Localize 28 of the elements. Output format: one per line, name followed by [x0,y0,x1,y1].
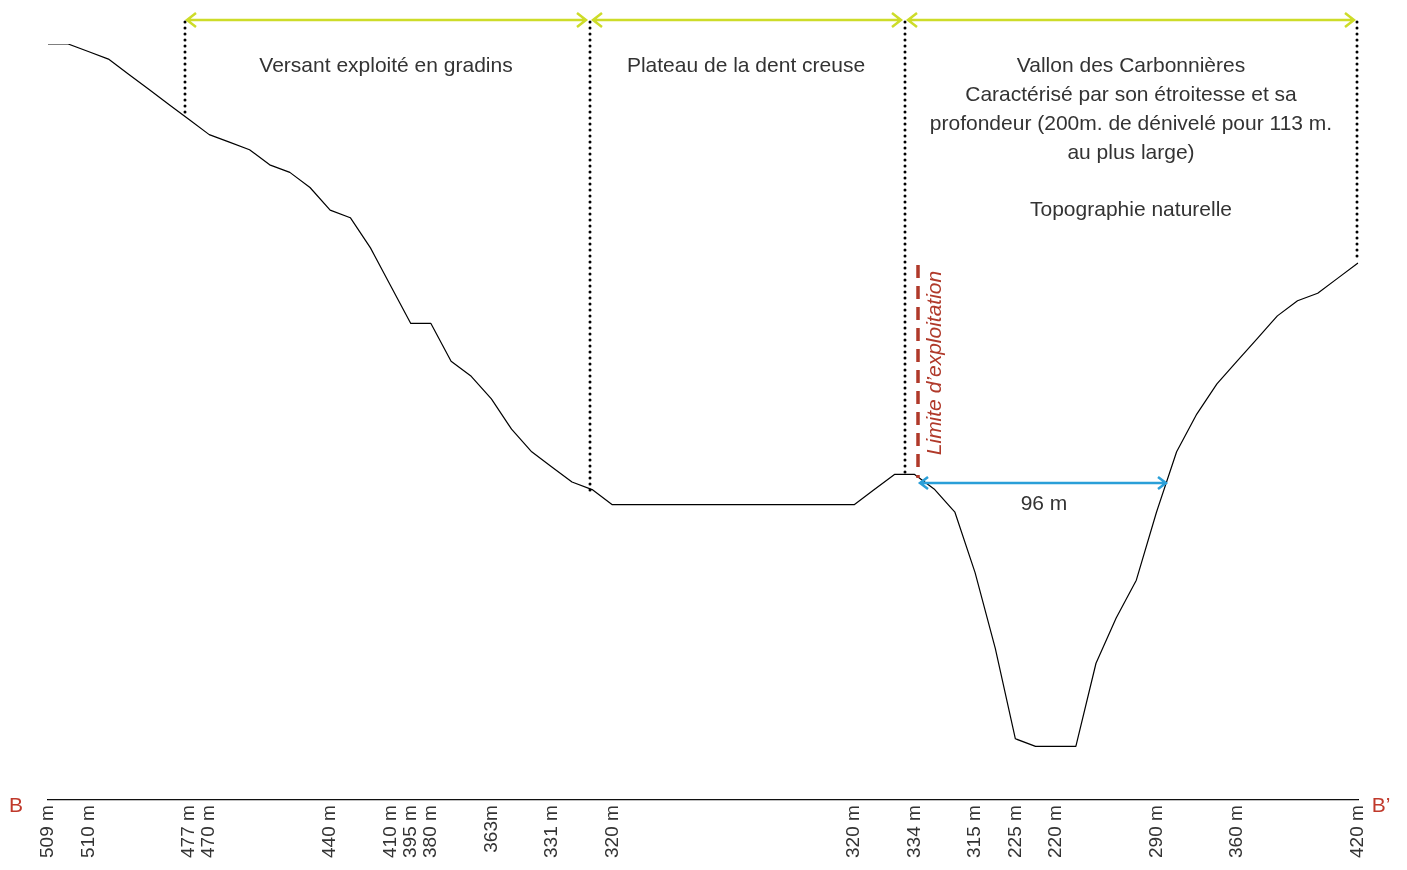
x-tick-label: 315 m [963,805,985,859]
annotation: Topographie naturelle [1030,196,1232,220]
x-tick-label: 440 m [318,805,340,859]
annotation: Vallon des Carbonnières [1016,52,1246,76]
x-tick-label: 334 m [902,805,924,859]
x-tick-label: 220 m [1043,805,1065,859]
x-tick-label: 380 m [419,805,441,859]
x-tick-label: 331 m [540,805,562,859]
x-tick-label: 360 m [1225,805,1247,859]
annotation: 96 m [1020,490,1068,514]
x-tick-label: 470 m [197,805,219,859]
x-tick-label: 320 m [842,805,864,859]
x-tick-label: 509 m [36,805,58,859]
x-tick-label: 477 m [177,805,199,859]
text: B [8,792,24,816]
annotation: Plateau de la dent creuse [626,52,866,76]
annotation: Caractérisé par son étroitesse et sa profondeur (200m. de dénivelé pour 113 m. au plus large) [929,81,1333,163]
x-tick-label: 225 m [1003,805,1025,859]
annotation: Limite d’exploitation [921,270,945,456]
x-tick-label: 395 m [399,805,420,859]
annotation: Versant exploité en gradins [259,52,513,76]
x-tick-label: 510 m [76,805,98,859]
x-tick-label: 290 m [1144,805,1166,859]
x-tick-label: 420 m [1346,805,1368,859]
x-tick-label: 410 m [378,805,400,859]
text: B’ [1371,792,1391,816]
x-tick-label: 320 m [600,805,622,859]
x-tick-label: 363m [479,805,501,853]
